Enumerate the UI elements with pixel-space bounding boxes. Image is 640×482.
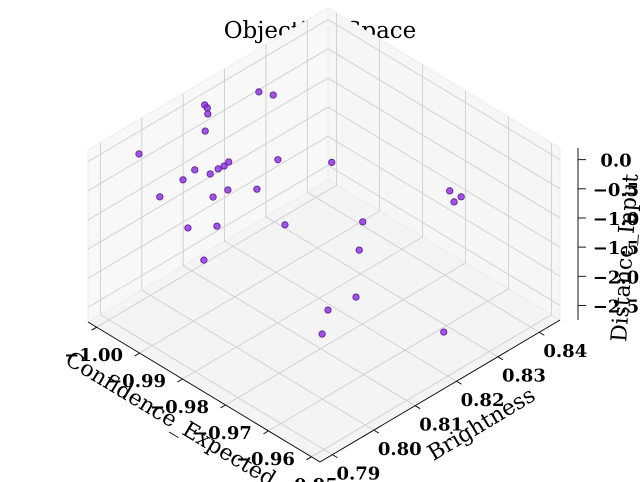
- point: [225, 158, 233, 166]
- grid-line: [265, 216, 499, 358]
- point: [206, 170, 214, 178]
- point: [274, 156, 282, 164]
- grid-line: [327, 165, 561, 306]
- y-axis-line: [319, 319, 561, 463]
- y-tick-label: 0.83: [502, 366, 546, 387]
- point: [191, 166, 199, 174]
- point: [135, 150, 143, 158]
- point: [269, 91, 277, 99]
- grid-line: [87, 19, 329, 163]
- y-tick-label: 0.80: [378, 439, 422, 460]
- point: [440, 328, 448, 336]
- point: [446, 187, 454, 195]
- point: [179, 176, 187, 184]
- tick-mark: [373, 429, 380, 434]
- grid-line: [268, 288, 509, 432]
- grid-line: [225, 262, 466, 406]
- tick-mark: [220, 404, 226, 409]
- z-tick-label: −2.5: [593, 296, 639, 317]
- point: [328, 158, 336, 166]
- point: [209, 193, 217, 201]
- point: [457, 193, 465, 201]
- point: [450, 198, 458, 206]
- point: [352, 293, 360, 301]
- tick-mark: [306, 456, 312, 461]
- tick-mark: [456, 380, 462, 385]
- z-tick-label: −1.5: [593, 238, 639, 259]
- right-pane: [327, 7, 561, 321]
- tick-mark: [263, 430, 269, 435]
- point: [213, 222, 221, 230]
- point: [200, 256, 208, 264]
- x-axis-line: [87, 321, 321, 463]
- grid-line: [182, 265, 416, 407]
- point: [184, 224, 192, 232]
- tick-mark: [177, 378, 183, 383]
- point: [156, 193, 164, 201]
- point: [220, 162, 228, 170]
- y-tick-label: 0.84: [543, 341, 587, 362]
- grid-line: [327, 106, 561, 248]
- point: [214, 165, 222, 173]
- x-tick-label: −0.96: [236, 449, 295, 470]
- point: [355, 246, 363, 254]
- grid-line: [224, 240, 457, 382]
- tick-mark: [497, 356, 504, 361]
- x-tick-label: −1.00: [64, 345, 123, 366]
- point: [324, 306, 332, 314]
- point: [201, 127, 209, 135]
- tick-mark: [91, 326, 97, 331]
- tick-mark: [539, 331, 545, 336]
- y-tick-label: 0.79: [336, 464, 380, 482]
- grid-line: [100, 314, 333, 456]
- y-tick-label: 0.82: [461, 390, 505, 411]
- point: [318, 330, 326, 338]
- point: [253, 185, 261, 193]
- grid-line: [139, 210, 380, 354]
- x-tick-label: −0.98: [150, 397, 209, 418]
- grid-line: [327, 48, 561, 190]
- grid-line: [311, 314, 552, 458]
- tick-mark: [414, 405, 421, 410]
- point: [204, 110, 212, 118]
- tick-mark: [332, 454, 338, 459]
- y-tick-label: 0.81: [419, 415, 463, 436]
- grid-line: [87, 135, 329, 279]
- z-tick-label: −2.0: [593, 267, 639, 288]
- grid-line: [327, 77, 561, 219]
- grid-line: [87, 48, 329, 192]
- x-tick-label: −0.97: [193, 423, 252, 444]
- grid-line: [87, 77, 329, 221]
- grid-line: [182, 236, 423, 380]
- z-tick-label: −0.5: [593, 180, 639, 201]
- grid-line: [327, 19, 561, 161]
- grid-line: [307, 191, 540, 333]
- point: [359, 218, 367, 226]
- grid-line: [327, 135, 561, 277]
- x-tick-label: −0.95: [279, 475, 338, 482]
- z-tick-label: 0.0: [600, 151, 631, 172]
- point: [224, 186, 232, 194]
- z-tick-label: −1.0: [593, 209, 639, 230]
- point: [281, 221, 289, 229]
- grid-line: [141, 289, 375, 431]
- grid-line: [96, 184, 337, 328]
- point: [203, 104, 211, 112]
- tick-mark: [134, 352, 140, 357]
- grid-line: [87, 165, 329, 308]
- x-tick-label: −0.99: [107, 371, 166, 392]
- point: [255, 88, 263, 96]
- grid-line: [87, 106, 329, 250]
